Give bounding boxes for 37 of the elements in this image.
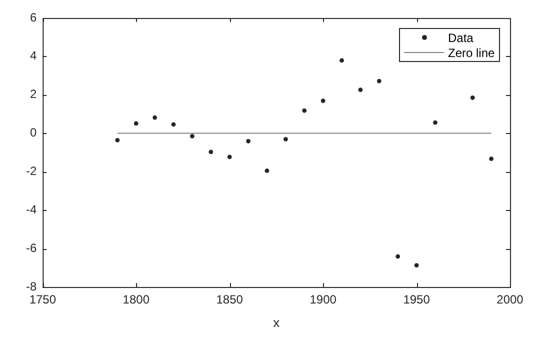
point — [358, 88, 363, 92]
x-tick-label: 1800 — [122, 292, 150, 307]
x-tick-label: 1850 — [216, 292, 244, 307]
point — [190, 134, 194, 138]
point — [320, 98, 326, 104]
x-tick-label: 2000 — [496, 292, 524, 307]
point — [302, 108, 307, 113]
y-tick-label: -8 — [26, 279, 37, 294]
point — [134, 121, 138, 126]
y-tick-label: 6 — [30, 10, 37, 24]
point — [414, 263, 419, 268]
x-tick-label: 1950 — [403, 292, 430, 307]
point — [340, 58, 344, 63]
point — [489, 156, 494, 162]
point — [246, 138, 250, 144]
point — [470, 96, 475, 100]
y-tick-label: -2 — [26, 164, 37, 178]
point — [208, 150, 214, 154]
y-tick-label: 2 — [30, 87, 37, 102]
point — [115, 138, 120, 142]
x-tick-label: 1900 — [310, 292, 337, 307]
legend-label: Data — [448, 30, 474, 44]
point — [171, 122, 176, 127]
point — [396, 254, 400, 259]
y-tick-label: 0 — [30, 126, 37, 140]
point — [376, 78, 382, 84]
point — [283, 137, 288, 142]
x-axis-title: x — [273, 314, 280, 330]
y-tick-label: 4 — [30, 48, 37, 63]
y-tick-label: -4 — [26, 202, 37, 216]
point — [227, 154, 232, 160]
point — [264, 168, 270, 173]
legend-label: Zero line — [448, 46, 495, 60]
x-tick-label: 1750 — [29, 292, 56, 307]
point — [152, 115, 158, 120]
y-tick-label: -6 — [26, 240, 37, 255]
point — [433, 120, 438, 125]
